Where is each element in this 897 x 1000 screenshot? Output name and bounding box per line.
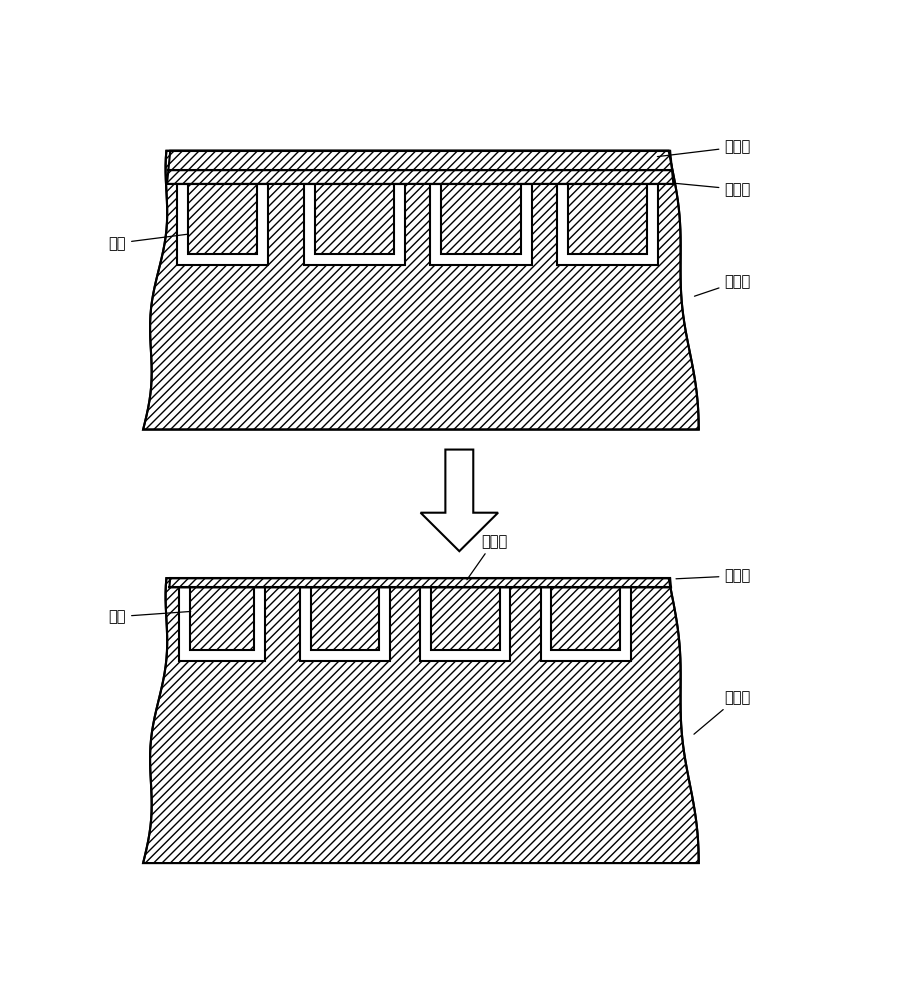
Text: 氧化层: 氧化层 [694, 690, 751, 734]
Text: 金属铜: 金属铜 [658, 139, 751, 157]
Polygon shape [167, 170, 674, 184]
Bar [552, 587, 620, 650]
Bar [420, 587, 510, 661]
Text: 阻挡层: 阻挡层 [676, 568, 751, 583]
Text: 沟槽: 沟槽 [109, 234, 187, 251]
Polygon shape [169, 151, 672, 170]
Bar [568, 184, 648, 254]
Bar [315, 184, 394, 254]
Polygon shape [170, 578, 671, 587]
Bar [188, 184, 257, 254]
Bar [177, 184, 268, 265]
Text: 阻挡层: 阻挡层 [676, 182, 751, 197]
Polygon shape [144, 578, 699, 863]
Bar [431, 587, 500, 650]
Bar [557, 184, 658, 265]
Bar [190, 587, 254, 650]
Bar [179, 587, 265, 661]
Bar [541, 587, 631, 661]
Text: 沟槽: 沟槽 [109, 609, 191, 624]
Polygon shape [421, 450, 498, 551]
Bar [304, 184, 405, 265]
Bar [310, 587, 379, 650]
Bar [431, 184, 532, 265]
Text: 金属铜: 金属铜 [467, 534, 507, 580]
Bar [300, 587, 390, 661]
Text: 氧化层: 氧化层 [694, 274, 751, 296]
Polygon shape [144, 151, 699, 430]
Bar [441, 184, 521, 254]
